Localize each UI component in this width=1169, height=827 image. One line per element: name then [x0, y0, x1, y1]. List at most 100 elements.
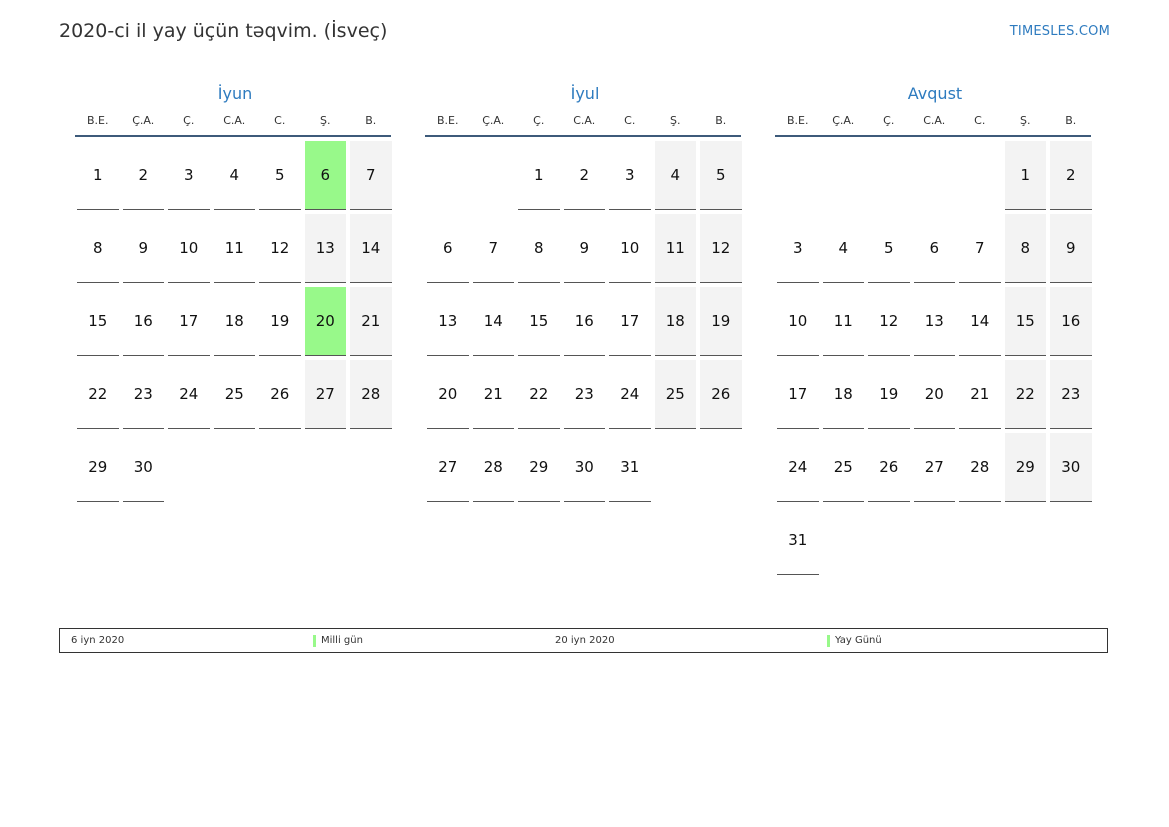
- day-cell[interactable]: 4: [822, 214, 864, 283]
- day-cell[interactable]: 8: [1004, 214, 1046, 283]
- day-cell[interactable]: 31: [609, 433, 651, 502]
- day-cell[interactable]: 1: [77, 141, 119, 210]
- day-cell[interactable]: 16: [1050, 287, 1092, 356]
- day-cell[interactable]: 16: [563, 287, 605, 356]
- day-cell[interactable]: 7: [472, 214, 514, 283]
- day-cell[interactable]: 11: [822, 287, 864, 356]
- day-cell[interactable]: 28: [472, 433, 514, 502]
- day-cell[interactable]: 15: [518, 287, 560, 356]
- holiday-day-cell[interactable]: 6: [304, 141, 346, 210]
- day-cell[interactable]: 4: [213, 141, 255, 210]
- day-cell[interactable]: 12: [700, 214, 742, 283]
- day-cell[interactable]: 2: [563, 141, 605, 210]
- day-cell[interactable]: 3: [777, 214, 819, 283]
- day-cell[interactable]: 24: [609, 360, 651, 429]
- day-cell[interactable]: 27: [304, 360, 346, 429]
- day-cell[interactable]: 7: [959, 214, 1001, 283]
- day-cell[interactable]: 26: [700, 360, 742, 429]
- day-cell[interactable]: 20: [913, 360, 955, 429]
- day-cell[interactable]: 13: [304, 214, 346, 283]
- day-cell[interactable]: 1: [1004, 141, 1046, 210]
- month-calendar-june: İyun B.E. Ç.A. Ç. C.A. C. Ş. B. 1 2 3 4 5 6 7 8 9 10 11 1…: [75, 82, 393, 502]
- day-cell[interactable]: 2: [122, 141, 164, 210]
- holiday-day-cell[interactable]: 20: [304, 287, 346, 356]
- day-cell[interactable]: 10: [609, 214, 651, 283]
- day-cell[interactable]: 18: [822, 360, 864, 429]
- holiday-legend: 6 iyn 2020 Milli gün 20 iyn 2020 Yay Gün…: [59, 628, 1108, 653]
- day-cell[interactable]: 29: [77, 433, 119, 502]
- day-cell[interactable]: 17: [609, 287, 651, 356]
- day-cell[interactable]: 22: [518, 360, 560, 429]
- day-cell[interactable]: 8: [77, 214, 119, 283]
- day-cell[interactable]: 10: [777, 287, 819, 356]
- day-cell[interactable]: 10: [168, 214, 210, 283]
- day-cell[interactable]: 13: [913, 287, 955, 356]
- day-cell[interactable]: 9: [122, 214, 164, 283]
- day-cell[interactable]: 30: [1050, 433, 1092, 502]
- day-cell[interactable]: 26: [868, 433, 910, 502]
- day-cell[interactable]: 4: [654, 141, 696, 210]
- day-cell[interactable]: 16: [122, 287, 164, 356]
- day-cell[interactable]: 21: [350, 287, 392, 356]
- day-cell[interactable]: 13: [427, 287, 469, 356]
- day-cell[interactable]: 26: [259, 360, 301, 429]
- day-cell[interactable]: 21: [472, 360, 514, 429]
- day-cell[interactable]: 23: [563, 360, 605, 429]
- day-cell[interactable]: 27: [913, 433, 955, 502]
- day-cell[interactable]: 9: [1050, 214, 1092, 283]
- day-cell[interactable]: 14: [472, 287, 514, 356]
- day-cell[interactable]: 14: [350, 214, 392, 283]
- day-cell[interactable]: 29: [518, 433, 560, 502]
- day-cell[interactable]: 7: [350, 141, 392, 210]
- day-cell[interactable]: 20: [427, 360, 469, 429]
- day-cell[interactable]: 8: [518, 214, 560, 283]
- day-cell[interactable]: 31: [777, 506, 819, 575]
- day-cell[interactable]: 19: [868, 360, 910, 429]
- day-cell[interactable]: 25: [822, 433, 864, 502]
- day-cell[interactable]: 19: [700, 287, 742, 356]
- site-link[interactable]: TIMESLES.COM: [1009, 24, 1110, 39]
- day-cell[interactable]: 28: [959, 433, 1001, 502]
- day-cell[interactable]: 3: [168, 141, 210, 210]
- day-cell[interactable]: 22: [1004, 360, 1046, 429]
- weekday-label: C.A.: [223, 114, 246, 127]
- day-cell[interactable]: 5: [700, 141, 742, 210]
- month-name: Avqust: [907, 84, 963, 103]
- day-cell[interactable]: 6: [427, 214, 469, 283]
- day-cell[interactable]: 25: [213, 360, 255, 429]
- day-cell[interactable]: 19: [259, 287, 301, 356]
- weekday-label: Ç.A.: [132, 114, 155, 127]
- weekday-label: B.E.: [87, 114, 109, 127]
- day-cell[interactable]: 24: [168, 360, 210, 429]
- day-cell[interactable]: 23: [122, 360, 164, 429]
- day-cell[interactable]: 22: [77, 360, 119, 429]
- day-cell[interactable]: 5: [868, 214, 910, 283]
- empty-day-cell: [777, 141, 819, 210]
- day-cell[interactable]: 6: [913, 214, 955, 283]
- day-cell[interactable]: 27: [427, 433, 469, 502]
- day-cell[interactable]: 15: [1004, 287, 1046, 356]
- day-cell[interactable]: 11: [213, 214, 255, 283]
- day-cell[interactable]: 1: [518, 141, 560, 210]
- day-cell[interactable]: 15: [77, 287, 119, 356]
- day-cell[interactable]: 30: [122, 433, 164, 502]
- day-cell[interactable]: 23: [1050, 360, 1092, 429]
- day-cell[interactable]: 21: [959, 360, 1001, 429]
- day-cell[interactable]: 24: [777, 433, 819, 502]
- day-cell[interactable]: 18: [654, 287, 696, 356]
- day-cell[interactable]: 17: [168, 287, 210, 356]
- day-cell[interactable]: 14: [959, 287, 1001, 356]
- day-cell[interactable]: 3: [609, 141, 651, 210]
- day-cell[interactable]: 28: [350, 360, 392, 429]
- day-cell[interactable]: 25: [654, 360, 696, 429]
- day-cell[interactable]: 30: [563, 433, 605, 502]
- day-cell[interactable]: 2: [1050, 141, 1092, 210]
- day-cell[interactable]: 12: [259, 214, 301, 283]
- day-cell[interactable]: 18: [213, 287, 255, 356]
- day-cell[interactable]: 17: [777, 360, 819, 429]
- day-cell[interactable]: 11: [654, 214, 696, 283]
- day-cell[interactable]: 9: [563, 214, 605, 283]
- day-cell[interactable]: 5: [259, 141, 301, 210]
- day-cell[interactable]: 12: [868, 287, 910, 356]
- day-cell[interactable]: 29: [1004, 433, 1046, 502]
